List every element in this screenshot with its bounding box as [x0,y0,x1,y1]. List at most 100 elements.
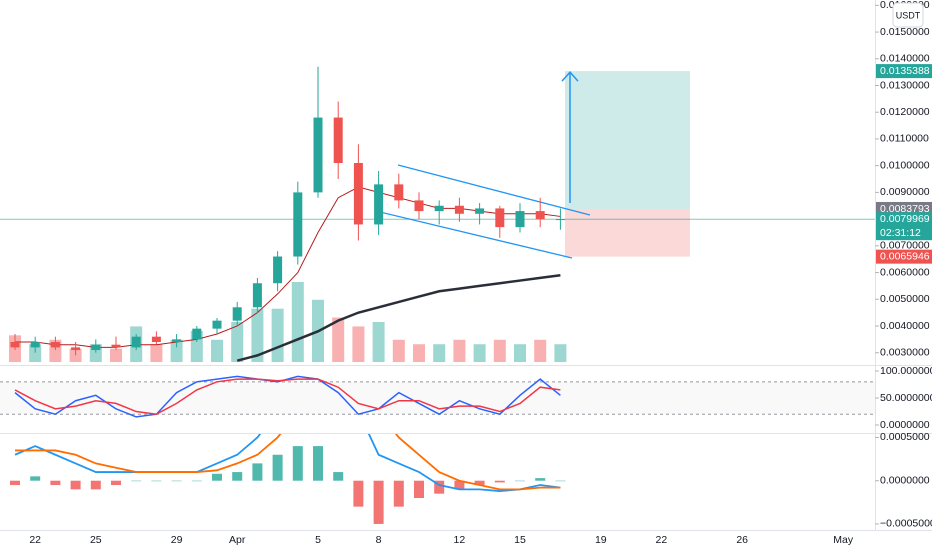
histogram-bar [111,480,121,486]
x-tick-label: 15 [514,534,526,546]
histogram-bar [313,446,323,481]
macd-pane [10,434,566,524]
candle-body [414,200,424,212]
indicator-line [14,434,561,492]
candle-body [91,344,101,351]
candle-body [252,283,262,308]
price-tag-label: 0.0065946 [880,250,930,262]
histogram-bar [70,480,81,490]
histogram-bar [535,478,546,481]
price-tag-label: 0.0135388 [880,65,930,77]
candle-body [454,205,464,214]
price-tag [876,249,932,264]
y-tick-label: 0.0130000 [880,79,930,91]
histogram-bar [373,480,384,524]
currency-button [892,2,924,28]
candle-body [293,192,303,257]
candle-body [475,208,485,214]
channel-lower [379,211,573,259]
candle-body [273,256,283,284]
candle-body [374,184,384,225]
candle-body [232,307,242,321]
volume-bar [392,339,405,362]
target-arrowhead [561,70,579,82]
histogram-bar [333,472,344,481]
histogram-bar [434,480,445,494]
histogram-bar [191,480,202,482]
candle-body [515,211,525,228]
candle-body [10,342,20,348]
price-pane [9,66,591,362]
volume-bar [473,344,486,362]
volume-bar [271,308,284,362]
price-tag-label: 0.0079969 [880,213,930,225]
y-tick-label: 0.0030000 [880,346,930,358]
y-tick-label: 0.0090000 [880,186,930,198]
histogram-bar [353,480,364,507]
histogram-bar [454,480,465,490]
y-tick-label: 100.0000000 [880,365,932,377]
channel-upper [397,164,591,216]
histogram-bar [151,480,162,482]
candle-body [30,342,40,348]
volume-bar [372,322,385,362]
candle-body [333,117,343,163]
histogram-bar [252,463,263,481]
y-tick-label: 0.0000000 [880,474,930,486]
candle-body [394,184,404,201]
position-profit [565,71,690,209]
histogram-bar [393,480,404,507]
currency-label: USDT [896,10,921,20]
volume-bar [211,339,223,362]
y-tick-label: 0.0005000 [880,431,930,443]
price-tag [876,212,932,241]
countdown: 02:31:12 [880,227,921,239]
candle-body [71,347,81,351]
histogram-bar [10,480,20,486]
histogram-bar [50,480,61,486]
candle-body [434,205,444,212]
price-tag [876,64,932,79]
histogram-bar [171,480,182,482]
candle-body [172,339,182,343]
volume-bar [110,348,122,362]
histogram-bar [232,472,243,481]
volume-bar [453,339,466,362]
x-tick-label: 12 [454,534,466,546]
histogram-bar [90,480,101,490]
volume-bar [251,308,264,362]
histogram-bar [474,480,485,486]
volume-bar [433,344,446,362]
price-tag-label: 0.0083793 [880,203,930,215]
candle-body [313,117,323,193]
candle-body [212,320,222,329]
volume-bar [231,322,244,362]
x-tick-label: 8 [376,534,382,546]
volume-bar [514,344,526,362]
x-tick-label: 19 [595,534,607,546]
histogram-bar [414,480,424,498]
y-tick-label: 0.0140000 [880,53,930,65]
y-tick-label: 0.0100000 [880,159,930,171]
candle-body [535,211,545,220]
candle-body [131,336,141,348]
histogram-bar [30,476,41,481]
indicator-line [14,378,561,415]
volume-bar [332,317,345,362]
volume-bar [534,339,547,362]
indicator-line [15,186,561,348]
volume-bar [150,344,163,362]
histogram-bar [292,446,303,481]
axes: 0.0030000 0.0040000 0.0050000 0.0060000 0.00… [29,0,932,546]
candle-body [353,162,363,225]
x-tick-label: 29 [171,534,183,546]
y-tick-label: −0.0005000 [880,518,932,530]
x-tick-label: May [833,534,854,546]
candle-body [151,336,161,343]
x-tick-label: 25 [90,534,102,546]
histogram-bar [515,480,525,482]
y-tick-label: 0.0070000 [880,240,930,252]
candle-body [111,344,121,348]
